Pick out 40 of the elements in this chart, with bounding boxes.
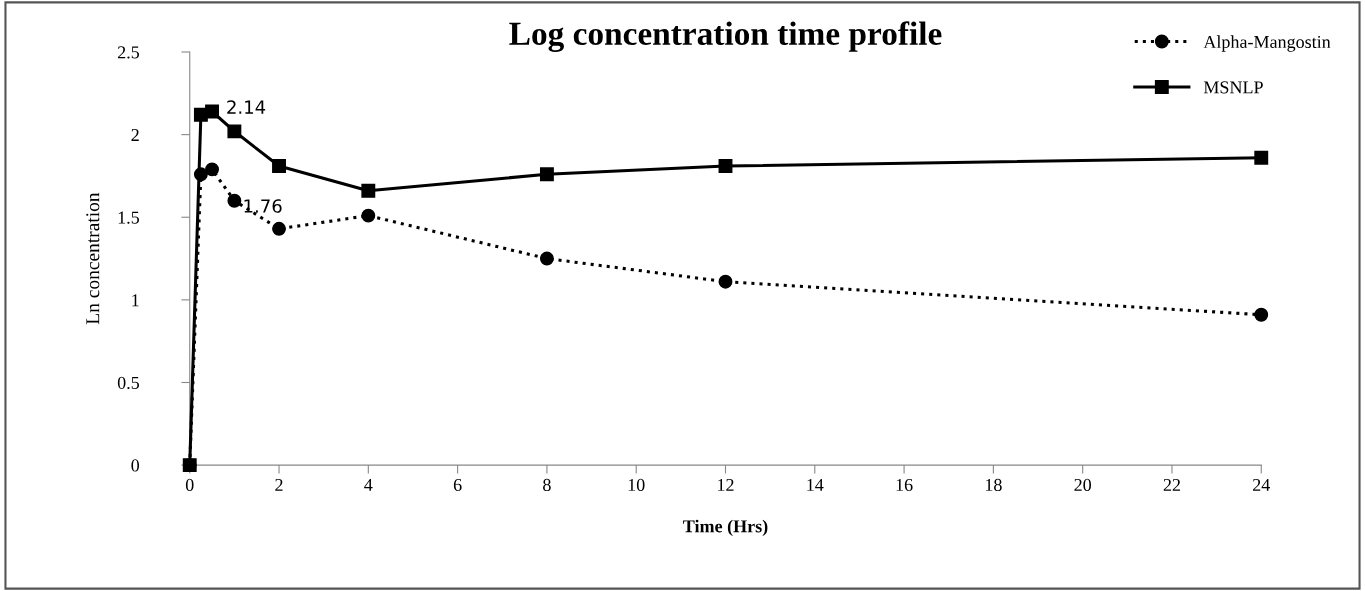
y-tick-label: 0.5 <box>117 376 140 390</box>
point <box>227 124 242 139</box>
point <box>272 159 286 173</box>
point <box>718 159 733 173</box>
point <box>205 162 220 177</box>
y-tick-label: 0 <box>131 459 140 472</box>
x-tick-label: 6 <box>453 478 462 492</box>
y-tick-label: 1.5 <box>118 211 140 224</box>
x-tick-label: 22 <box>1163 478 1180 491</box>
point <box>539 167 554 182</box>
y-tick-label: 2 <box>131 128 139 141</box>
x-tick-label: 12 <box>718 478 734 491</box>
x-tick-label: 18 <box>985 478 1002 492</box>
point <box>205 104 220 119</box>
x-tick-label: 16 <box>896 478 913 492</box>
y-axis-title: Ln concentration <box>86 192 100 325</box>
point <box>227 193 242 208</box>
x-tick-label: 24 <box>1253 478 1271 491</box>
point <box>1254 150 1269 165</box>
annotation: 2.14 <box>227 100 266 114</box>
point <box>1254 307 1269 322</box>
x-tick-label: 0 <box>185 478 194 492</box>
legend-label: MSNLP <box>1203 81 1263 94</box>
x-tick-label: 10 <box>628 478 645 492</box>
x-tick-label: 4 <box>364 478 373 491</box>
x-axis-title: Time (Hrs) <box>683 519 768 537</box>
x-tick-label: 8 <box>543 478 551 492</box>
x-tick-label: 2 <box>275 478 283 491</box>
x-tick-label: 20 <box>1074 478 1092 492</box>
chart-title: Log concentration time profile <box>509 21 942 53</box>
point <box>361 208 376 223</box>
x-tick-label: 14 <box>807 478 824 491</box>
annotation: 1.76 <box>244 199 282 213</box>
point <box>539 251 554 266</box>
y-tick-label: 2.5 <box>117 46 140 59</box>
y-tick-label: 1 <box>132 294 139 307</box>
point <box>718 274 733 289</box>
legend-label: Alpha-Mangostin <box>1203 35 1331 52</box>
point <box>361 183 376 198</box>
point <box>272 221 286 236</box>
